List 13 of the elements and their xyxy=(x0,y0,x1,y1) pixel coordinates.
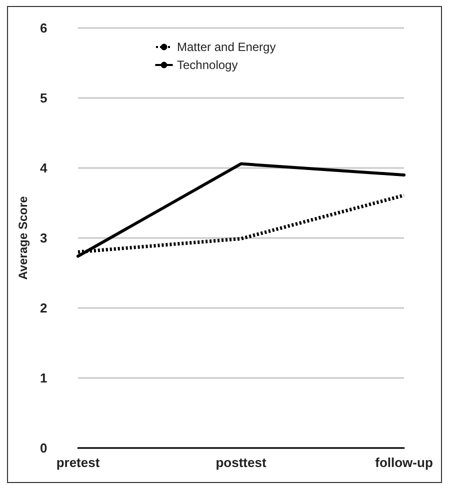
y-tick-label: 4 xyxy=(40,160,48,176)
y-tick-label: 3 xyxy=(40,230,48,246)
y-tick-label: 2 xyxy=(40,300,48,316)
x-tick-label: posttest xyxy=(216,455,267,470)
y-tick-label: 6 xyxy=(40,20,48,36)
legend-label: Matter and Energy xyxy=(177,40,276,54)
y-axis-title: Average Score xyxy=(16,196,30,280)
y-tick-label: 0 xyxy=(40,440,48,456)
y-tick-label: 5 xyxy=(40,90,48,106)
x-tick-label: pretest xyxy=(56,455,100,470)
x-tick-label: follow-up xyxy=(375,455,433,470)
y-tick-label: 1 xyxy=(40,370,48,386)
legend-label: Technology xyxy=(177,58,238,72)
